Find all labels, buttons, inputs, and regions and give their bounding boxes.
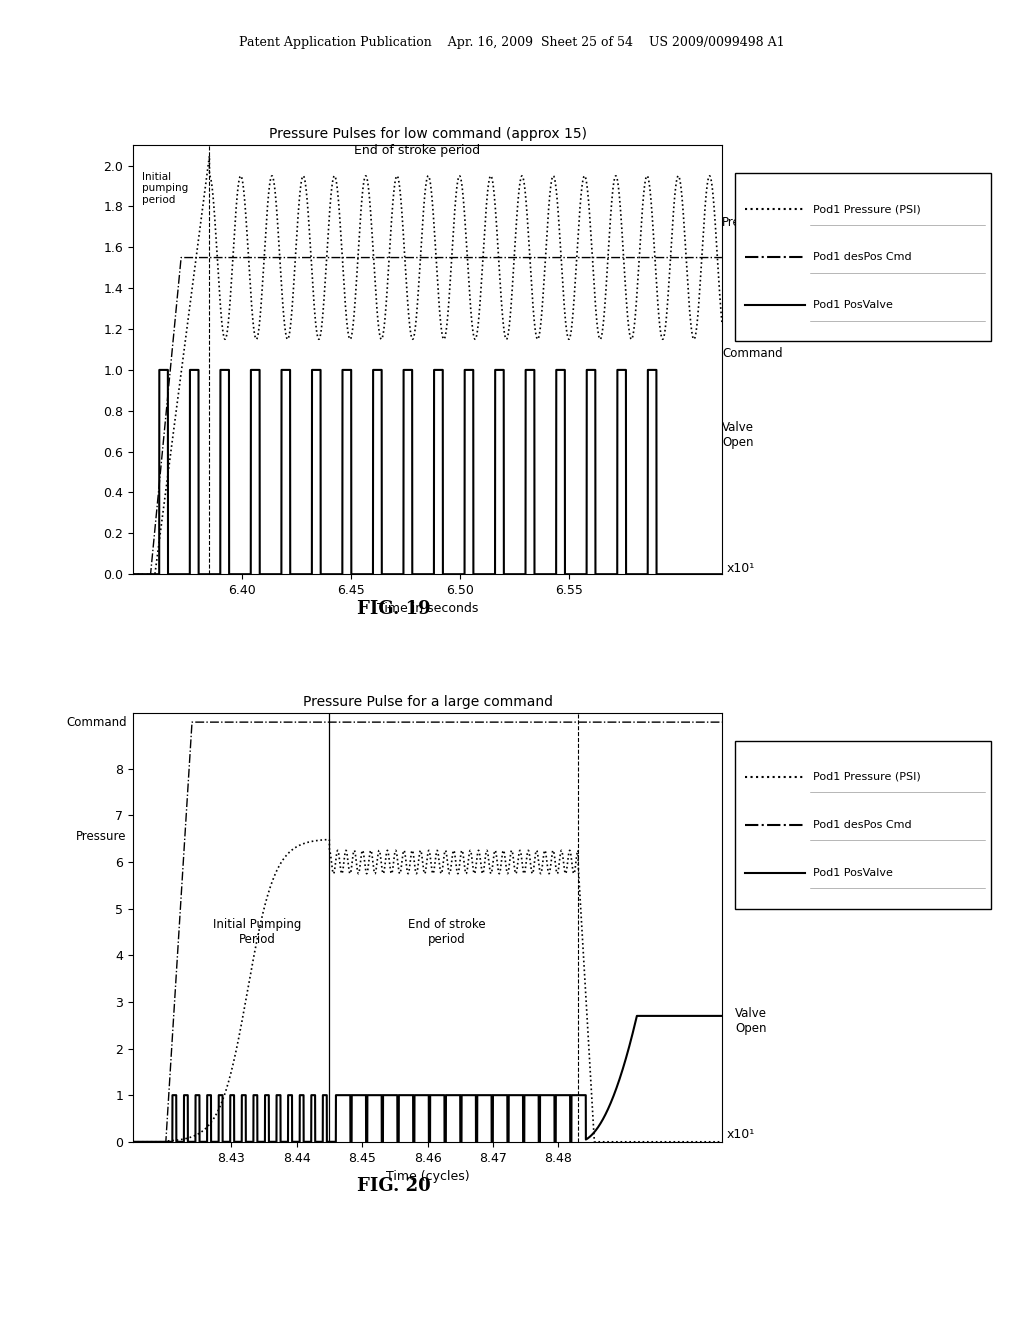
Text: Valve
Open: Valve Open <box>722 421 754 449</box>
Text: Command: Command <box>722 347 782 360</box>
Text: x10¹: x10¹ <box>727 561 756 574</box>
Text: Pod1 desPos Cmd: Pod1 desPos Cmd <box>813 252 911 263</box>
Text: End of stroke
period: End of stroke period <box>409 917 486 946</box>
Text: FIG. 19: FIG. 19 <box>357 599 431 618</box>
Text: Pressure: Pressure <box>722 216 772 230</box>
Title: Pressure Pulses for low command (approx 15): Pressure Pulses for low command (approx … <box>268 127 587 141</box>
Text: End of stroke period: End of stroke period <box>353 144 479 157</box>
Text: x10¹: x10¹ <box>727 1127 756 1140</box>
Text: Initial Pumping
Period: Initial Pumping Period <box>213 917 302 946</box>
Text: Pod1 PosValve: Pod1 PosValve <box>813 869 893 878</box>
Text: Pod1 PosValve: Pod1 PosValve <box>813 301 893 310</box>
Text: Command: Command <box>66 715 127 729</box>
X-axis label: Time (cycles): Time (cycles) <box>386 1170 469 1183</box>
Text: Pod1 desPos Cmd: Pod1 desPos Cmd <box>813 820 911 830</box>
Text: Patent Application Publication    Apr. 16, 2009  Sheet 25 of 54    US 2009/00994: Patent Application Publication Apr. 16, … <box>240 37 784 49</box>
Text: Pressure: Pressure <box>76 830 127 843</box>
Text: Pod1 Pressure (PSI): Pod1 Pressure (PSI) <box>813 772 921 781</box>
Text: Valve
Open: Valve Open <box>735 1007 767 1035</box>
X-axis label: Time in seconds: Time in seconds <box>377 602 478 615</box>
Text: FIG. 20: FIG. 20 <box>357 1176 431 1195</box>
Text: Pod1 Pressure (PSI): Pod1 Pressure (PSI) <box>813 205 921 214</box>
Text: Initial
pumping
period: Initial pumping period <box>142 172 188 205</box>
Title: Pressure Pulse for a large command: Pressure Pulse for a large command <box>302 694 553 709</box>
